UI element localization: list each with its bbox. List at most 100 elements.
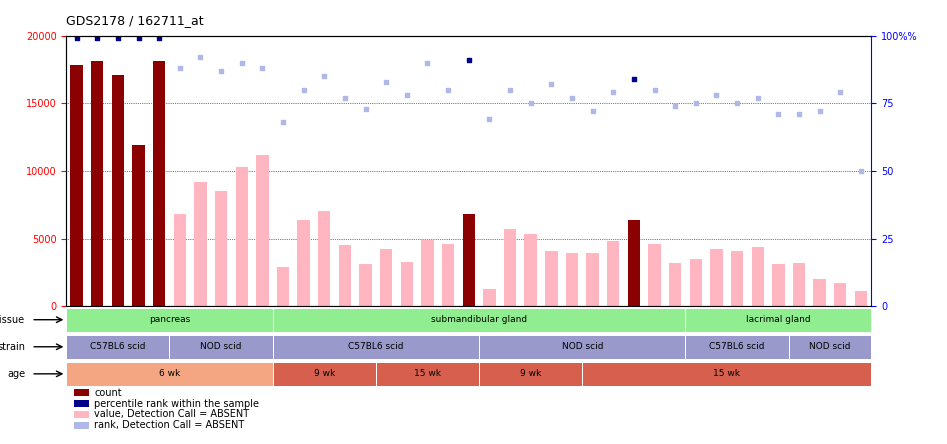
Bar [504, 229, 516, 306]
Text: tissue: tissue [0, 315, 25, 325]
Point [729, 99, 744, 107]
Bar [194, 182, 206, 306]
Bar [686, 308, 871, 332]
Bar [545, 251, 558, 306]
Bar [112, 75, 124, 306]
Text: 15 wk: 15 wk [414, 369, 441, 378]
Bar [462, 214, 475, 306]
Text: pancreas: pancreas [149, 315, 190, 324]
Text: percentile rank within the sample: percentile rank within the sample [95, 399, 259, 408]
Text: age: age [7, 369, 25, 379]
Text: rank, Detection Call = ABSENT: rank, Detection Call = ABSENT [95, 420, 244, 430]
Point [503, 86, 518, 93]
Bar [772, 264, 784, 306]
Point [853, 167, 868, 174]
Point [234, 59, 249, 66]
Bar [483, 289, 495, 306]
Point [647, 86, 662, 93]
Bar [173, 214, 186, 306]
Bar [789, 335, 871, 359]
Point [832, 89, 848, 96]
Bar [236, 167, 248, 306]
Bar [731, 251, 743, 306]
Bar [421, 240, 434, 306]
Bar [66, 362, 273, 386]
Text: C57BL6 scid: C57BL6 scid [90, 342, 146, 351]
Text: submandibular gland: submandibular gland [431, 315, 527, 324]
Point [544, 81, 559, 88]
Point [213, 67, 228, 74]
Point [316, 72, 331, 79]
Text: strain: strain [0, 342, 25, 352]
Point [771, 111, 786, 118]
Point [688, 99, 704, 107]
Text: C57BL6 scid: C57BL6 scid [348, 342, 403, 351]
Bar [855, 291, 867, 306]
Text: C57BL6 scid: C57BL6 scid [709, 342, 765, 351]
Point [668, 102, 683, 109]
Text: count: count [95, 388, 122, 398]
Bar [359, 264, 372, 306]
Bar [582, 362, 871, 386]
Bar [273, 335, 479, 359]
Point [90, 35, 105, 42]
Point [626, 75, 641, 83]
Bar [686, 335, 789, 359]
Bar [133, 145, 145, 306]
Text: lacrimal gland: lacrimal gland [746, 315, 811, 324]
Bar [273, 308, 686, 332]
Bar [376, 362, 479, 386]
Bar [339, 245, 351, 306]
Point [110, 35, 125, 42]
Bar [257, 155, 269, 306]
Bar [607, 241, 619, 306]
Bar [277, 267, 289, 306]
Bar [834, 283, 847, 306]
Bar [91, 61, 103, 306]
Point [709, 91, 724, 99]
Bar [689, 259, 702, 306]
Bar [75, 411, 89, 418]
Point [564, 94, 580, 101]
Point [461, 56, 476, 63]
Bar [170, 335, 273, 359]
Bar [813, 279, 826, 306]
Point [131, 35, 146, 42]
Point [172, 64, 188, 71]
Point [440, 86, 456, 93]
Bar [793, 263, 805, 306]
Point [792, 111, 807, 118]
Bar [75, 400, 89, 407]
Bar [66, 308, 273, 332]
Bar [710, 250, 723, 306]
Bar [273, 362, 376, 386]
Bar [66, 335, 170, 359]
Point [750, 94, 765, 101]
Point [276, 119, 291, 126]
Point [523, 99, 538, 107]
Point [296, 86, 312, 93]
Bar [401, 262, 413, 306]
Bar [525, 234, 537, 306]
Bar [153, 61, 166, 306]
Point [193, 54, 208, 61]
Point [606, 89, 621, 96]
Point [400, 91, 415, 99]
Bar [70, 65, 82, 306]
Point [813, 108, 828, 115]
Point [152, 35, 167, 42]
Bar [297, 220, 310, 306]
Text: 9 wk: 9 wk [520, 369, 542, 378]
Bar [215, 191, 227, 306]
Bar [565, 254, 579, 306]
Bar [75, 422, 89, 429]
Bar [669, 263, 681, 306]
Point [585, 108, 600, 115]
Text: 6 wk: 6 wk [159, 369, 180, 378]
Point [255, 64, 270, 71]
Point [358, 105, 373, 112]
Text: value, Detection Call = ABSENT: value, Detection Call = ABSENT [95, 409, 250, 420]
Text: NOD scid: NOD scid [201, 342, 241, 351]
Bar [586, 254, 599, 306]
Bar [318, 211, 331, 306]
